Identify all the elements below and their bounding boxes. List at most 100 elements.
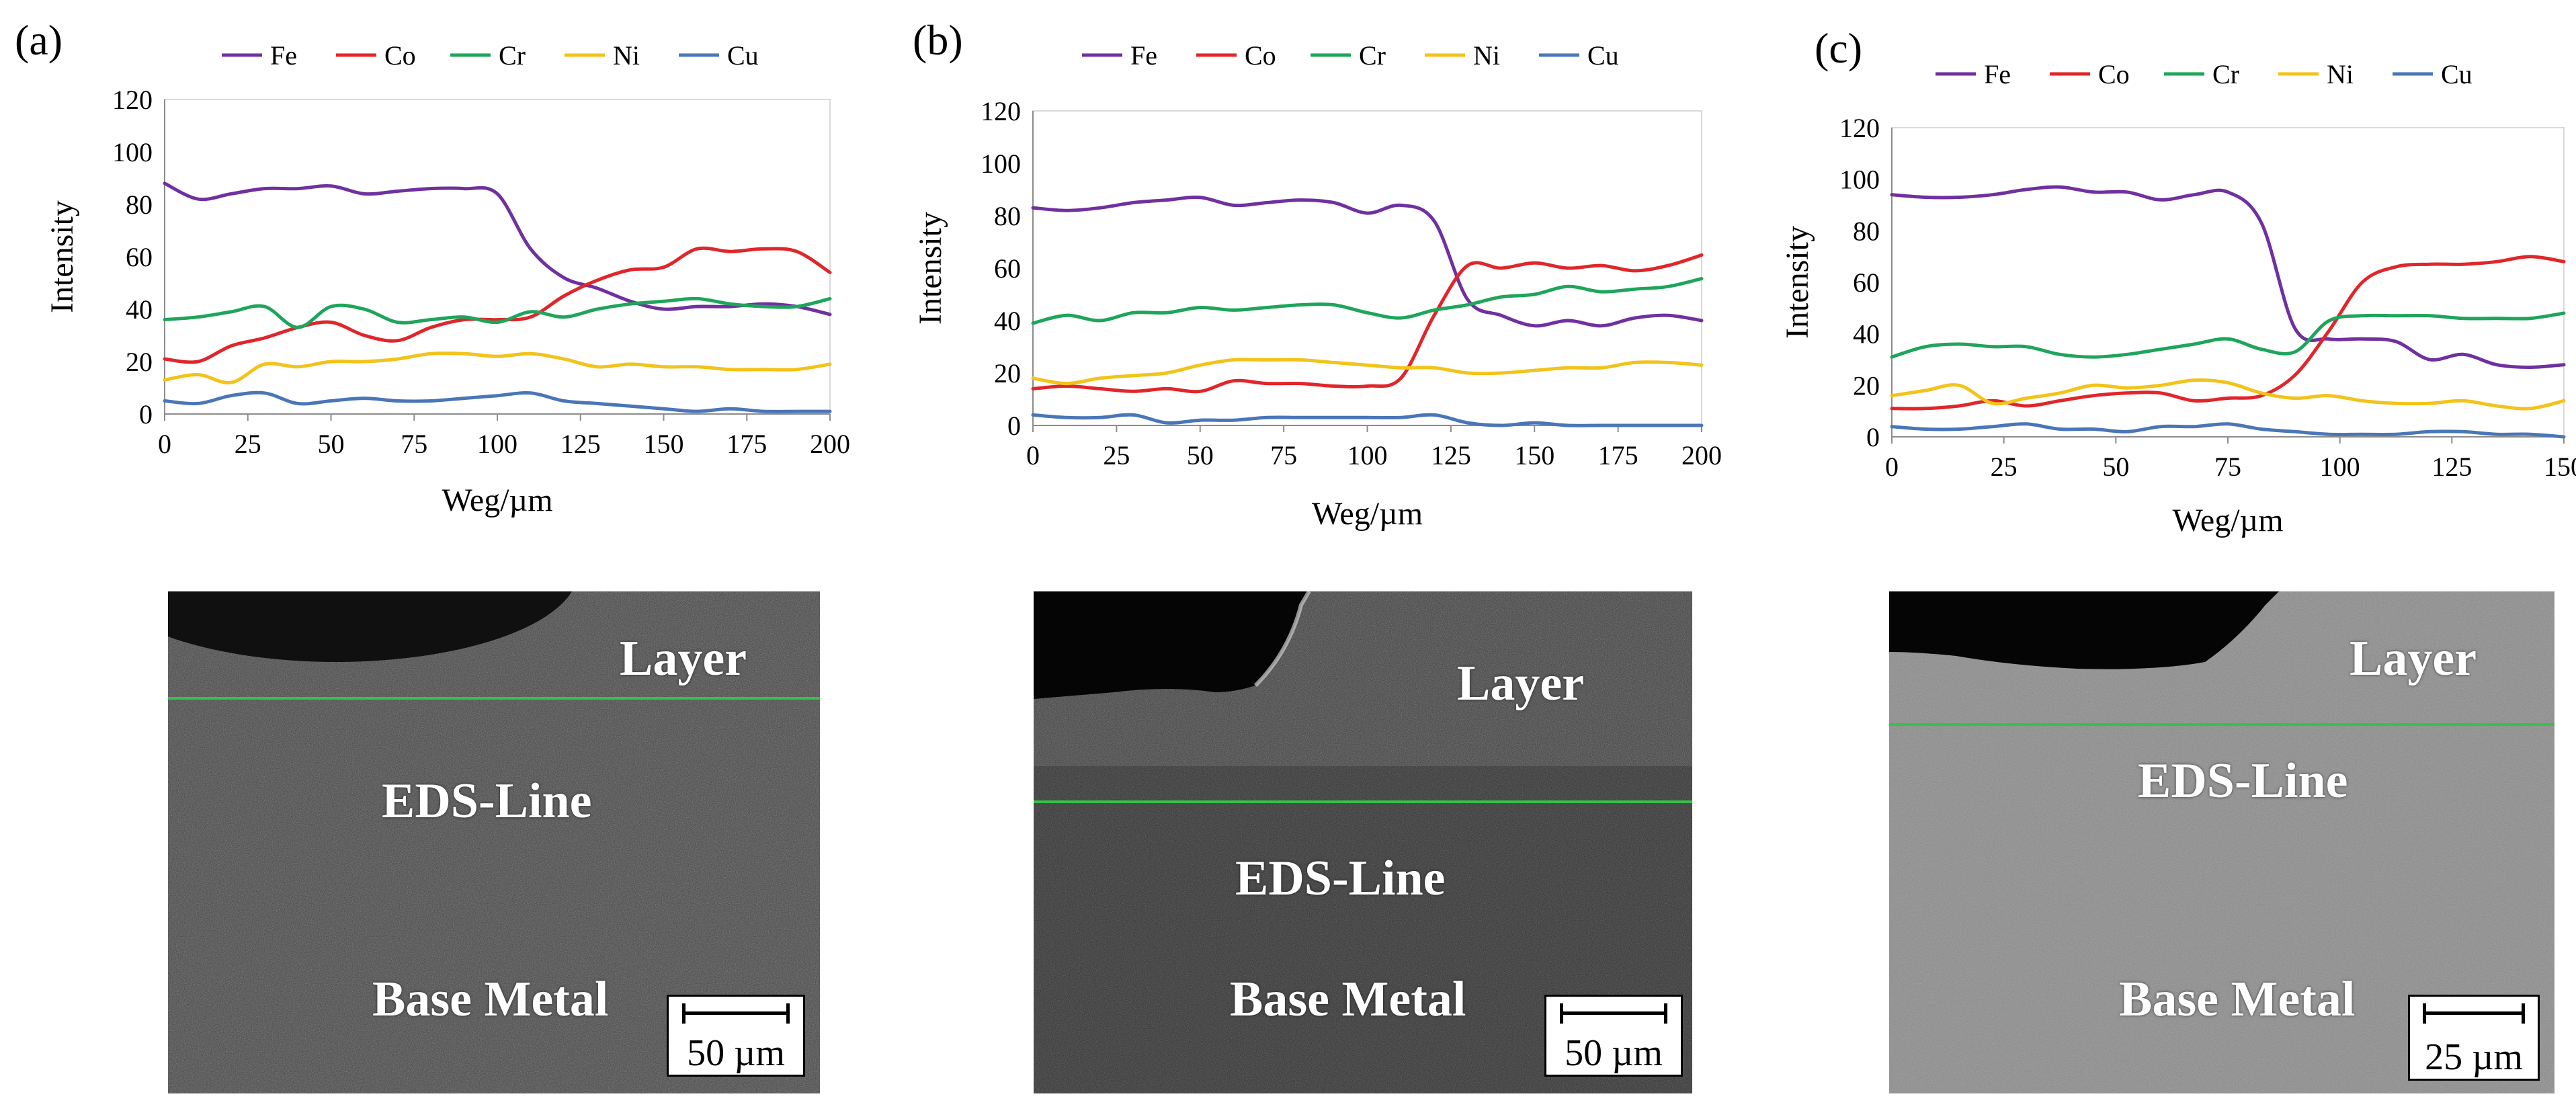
legend-label-cr: Cr (499, 40, 526, 71)
x-tick-label: 50 (318, 429, 345, 459)
series-line-cr (163, 296, 832, 329)
y-tick-label: 120 (1839, 113, 1880, 143)
series-line-fe (1890, 185, 2566, 369)
x-axis-label: Weg/µm (1312, 496, 1423, 532)
scale-bar-tick-left-b (1560, 1003, 1563, 1024)
scale-bar-text-c: 25 µm (2425, 1036, 2523, 1078)
x-tick-label: 75 (1270, 440, 1297, 470)
y-tick-label: 40 (994, 306, 1021, 336)
y-axis-label: Intensity (913, 212, 948, 325)
series-line-ni (1890, 378, 2566, 411)
y-tick-label: 80 (126, 190, 153, 220)
series-line-cu (1031, 413, 1704, 427)
series-line-fe (163, 181, 832, 317)
x-tick-label: 150 (1514, 440, 1554, 470)
x-tick-label: 100 (477, 429, 517, 459)
layer-label-c: Layer (2350, 631, 2477, 686)
legend-label-ni: Ni (613, 40, 640, 71)
legend-label-ni: Ni (1473, 40, 1500, 71)
y-tick-label: 100 (1839, 165, 1880, 195)
legend-label-cr: Cr (1359, 40, 1386, 71)
panel-label-c: (c) (1815, 24, 1863, 72)
scale-bar-text-a: 50 µm (687, 1032, 785, 1074)
y-tick-label: 120 (981, 96, 1021, 126)
plot-frame (1032, 110, 1702, 426)
plot-frame (1891, 127, 2565, 438)
scale-bar-a: 50 µm (667, 995, 805, 1077)
x-tick-label: 75 (2214, 452, 2241, 482)
y-tick-label: 80 (994, 201, 1021, 231)
legend-label-fe: Fe (270, 40, 297, 71)
series-line-co (163, 246, 832, 364)
x-tick-label: 100 (1347, 440, 1388, 470)
y-axis-label: Intensity (1780, 226, 1815, 339)
series-line-cu (163, 390, 832, 413)
x-tick-label: 175 (1598, 440, 1638, 470)
legend-label-cu: Cu (2441, 59, 2473, 89)
x-tick-label: 125 (560, 429, 601, 459)
x-tick-label: 25 (1991, 452, 2018, 482)
x-tick-label: 150 (2544, 452, 2576, 482)
y-tick-label: 80 (1853, 216, 1880, 246)
series-line-cr (1031, 277, 1704, 325)
x-tick-label: 0 (1885, 452, 1899, 482)
scale-bar-c: 25 µm (2408, 995, 2540, 1081)
y-tick-label: 0 (1866, 422, 1880, 452)
y-tick-label: 120 (112, 85, 153, 115)
x-tick-label: 25 (1103, 440, 1130, 470)
scale-bar-text-b: 50 µm (1565, 1032, 1663, 1074)
legend-label-co: Co (384, 40, 416, 71)
legend-label-fe: Fe (1130, 40, 1157, 71)
y-tick-label: 40 (1853, 319, 1880, 349)
base-metal-label-a: Base Metal (372, 972, 609, 1027)
legend-label-ni: Ni (2327, 59, 2354, 89)
x-tick-label: 50 (2102, 452, 2129, 482)
scale-bar-tick-left-a (682, 1003, 685, 1024)
y-axis-label: Intensity (44, 200, 80, 313)
layer-label-a: Layer (620, 631, 747, 686)
series-line-fe (1031, 195, 1704, 328)
x-tick-label: 50 (1187, 440, 1214, 470)
y-tick-label: 60 (994, 253, 1021, 284)
x-tick-label: 150 (644, 429, 684, 459)
sem-image-a: Layer EDS-Line Base Metal 50 µm (168, 591, 820, 1093)
x-tick-label: 200 (1681, 440, 1722, 470)
plot-frame (164, 99, 831, 415)
x-tick-label: 75 (401, 429, 427, 459)
y-tick-label: 100 (981, 149, 1021, 179)
scale-bar-tick-right-b (1664, 1003, 1667, 1024)
series-line-ni (1031, 358, 1704, 386)
x-tick-label: 125 (2432, 452, 2472, 482)
x-tick-label: 175 (726, 429, 767, 459)
x-tick-label: 125 (1431, 440, 1471, 470)
y-tick-label: 60 (126, 242, 153, 272)
chart-a: 0 20 40 60 80 100 120 0 25 50 75 100 125 150 175 200 Weg… (44, 40, 850, 518)
sem-image-b: Layer EDS-Line Base Metal 50 µm (1034, 591, 1692, 1093)
scale-bar-tick-left-c (2423, 1003, 2426, 1024)
legend-label-cu: Cu (1587, 40, 1619, 71)
scale-bar-tick-right-a (786, 1003, 790, 1024)
series-line-co (1890, 255, 2566, 411)
eds-line-label-c: EDS-Line (2138, 753, 2348, 809)
y-tick-label: 100 (112, 137, 153, 167)
scale-bar-tick-right-c (2522, 1003, 2525, 1024)
x-tick-label: 0 (1026, 440, 1040, 470)
eds-line-a (168, 697, 820, 700)
x-axis-label: Weg/µm (2172, 503, 2283, 538)
legend-label-fe: Fe (1984, 59, 2011, 89)
base-metal-label-c: Base Metal (2119, 972, 2356, 1027)
layer-label-b: Layer (1457, 656, 1585, 711)
base-metal-label-b: Base Metal (1230, 972, 1466, 1027)
legend-label-cr: Cr (2212, 59, 2239, 89)
y-tick-label: 20 (1853, 370, 1880, 401)
scale-bar-line-c (2423, 1011, 2525, 1015)
eds-line-c (1889, 723, 2554, 726)
x-tick-label: 25 (235, 429, 261, 459)
eds-line-label-b: EDS-Line (1235, 851, 1446, 906)
panel-label-b: (b) (913, 16, 963, 64)
y-tick-label: 60 (1853, 267, 1880, 298)
scale-bar-b: 50 µm (1544, 995, 1683, 1077)
series-line-cr (1890, 311, 2566, 359)
y-tick-label: 20 (126, 347, 153, 377)
